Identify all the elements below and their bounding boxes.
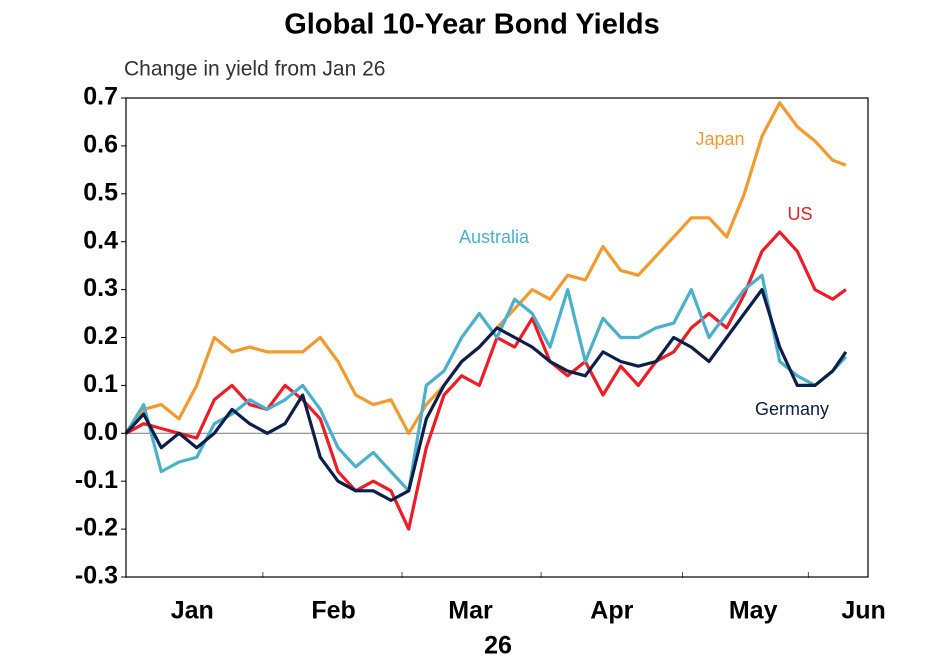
x-tick-label: May <box>729 597 778 625</box>
y-tick-label: -0.2 <box>75 514 118 542</box>
y-tick-label: 0.0 <box>83 418 118 446</box>
y-tick-label: 0.2 <box>83 322 118 350</box>
x-axis-label: 26 <box>484 632 512 660</box>
series-line <box>124 101 847 435</box>
y-tick-label: 0.7 <box>83 83 118 111</box>
y-tick-label: -0.3 <box>75 562 118 590</box>
y-tick-label: -0.1 <box>75 466 118 494</box>
y-tick-label: 0.6 <box>83 131 118 159</box>
series-label: Japan <box>695 129 744 149</box>
x-tick-label: Feb <box>311 597 355 625</box>
chart-title: Global 10-Year Bond Yields <box>284 9 660 41</box>
chart-subtitle: Change in yield from Jan 26 <box>124 58 386 81</box>
y-tick-label: 0.1 <box>83 370 118 398</box>
series-label: Australia <box>459 227 530 247</box>
y-tick-label: 0.3 <box>83 274 118 302</box>
series-line <box>125 230 847 531</box>
series-label: Germany <box>755 399 829 419</box>
plot-frame <box>125 97 869 578</box>
x-tick-label: Apr <box>590 597 633 625</box>
series-line <box>124 273 848 493</box>
x-tick-label: Mar <box>448 597 493 625</box>
y-tick-label: 0.4 <box>83 226 118 254</box>
series-label: US <box>787 204 812 224</box>
series-line <box>124 288 848 502</box>
y-tick-label: 0.5 <box>83 178 118 206</box>
x-tick-label: Jun <box>841 597 885 625</box>
x-tick-label: Jan <box>171 597 214 625</box>
